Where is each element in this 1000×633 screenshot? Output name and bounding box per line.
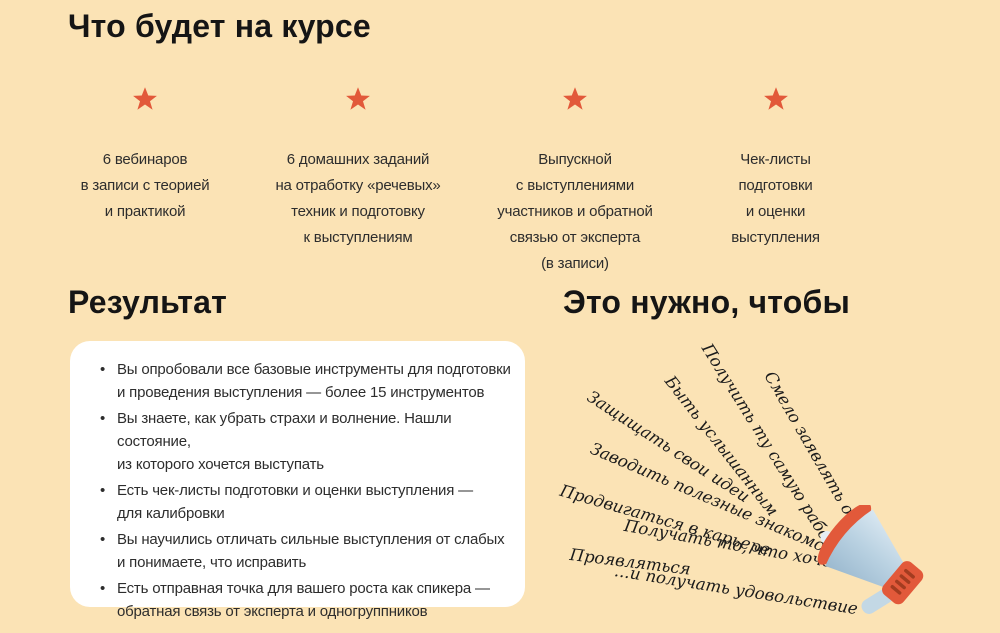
star-icon <box>563 87 587 110</box>
star-icon <box>346 87 370 110</box>
feature-graduation: Выпускной с выступлениями участников и о… <box>467 60 683 277</box>
star-icon <box>133 87 157 110</box>
result-bullet: Есть отправная точка для вашего роста ка… <box>98 577 511 623</box>
course-section-title: Что будет на курсе <box>68 8 371 44</box>
result-bullet: Вы знаете, как убрать страхи и волнение.… <box>98 407 511 476</box>
feature-webinars: 6 вебинаров в записи с теорией и практик… <box>35 60 255 225</box>
feature-text: 6 домашних заданий на отработку «речевых… <box>275 151 441 246</box>
star-icon <box>763 87 788 110</box>
feature-checklists: Чек-листы подготовки и оценки выступлени… <box>683 60 868 251</box>
result-bullet-list: Вы опробовали все базовые инструменты дл… <box>98 358 511 623</box>
result-bullet: Есть чек-листы подготовки и оценки высту… <box>98 479 511 525</box>
result-bullet: Вы опробовали все базовые инструменты дл… <box>98 358 511 404</box>
goals-section-title: Это нужно, чтобы <box>563 284 850 320</box>
feature-text: Чек-листы подготовки и оценки выступлени… <box>731 151 820 246</box>
feature-homework: 6 домашних заданий на отработку «речевых… <box>252 60 464 251</box>
result-bullet: Вы научились отличать сильные выступлени… <box>98 528 511 574</box>
feature-text: Выпускной с выступлениями участников и о… <box>497 151 653 272</box>
result-card: Вы опробовали все базовые инструменты дл… <box>70 341 525 620</box>
feature-text: 6 вебинаров в записи с теорией и практик… <box>80 151 210 220</box>
megaphone-icon <box>817 505 924 614</box>
result-section-title: Результат <box>68 284 227 320</box>
